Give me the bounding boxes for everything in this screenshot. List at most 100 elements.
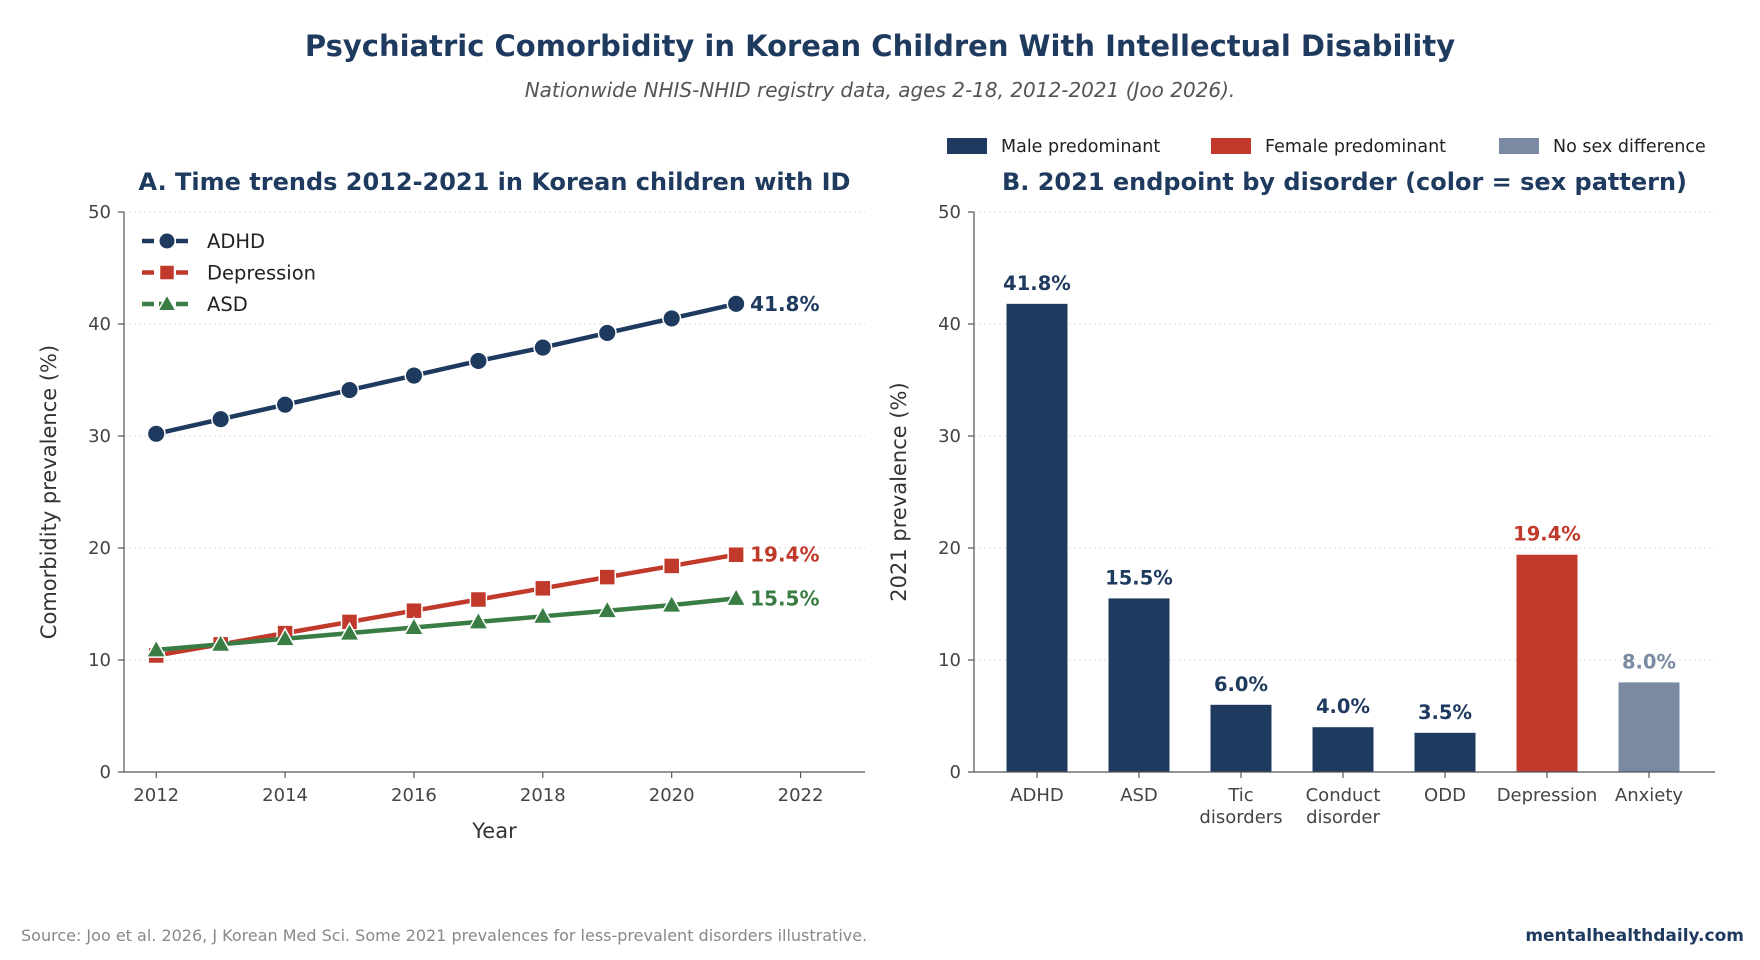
y-tick-label: 50: [938, 202, 961, 223]
panel-a-line-chart: A. Time trends 2012-2021 in Korean child…: [37, 168, 865, 843]
data-point: [597, 323, 617, 343]
legend-swatch: [947, 138, 987, 154]
y-tick-label: 10: [88, 650, 111, 671]
bar-value-label: 6.0%: [1214, 673, 1268, 696]
legend-swatch: [1211, 138, 1251, 154]
data-point: [531, 604, 554, 625]
data-point: [211, 409, 231, 429]
x-axis-label: Year: [471, 819, 517, 843]
series-asd: 15.5%: [145, 586, 820, 658]
bar-value-label: 3.5%: [1418, 701, 1472, 724]
y-tick-label: 30: [88, 426, 111, 447]
series-line: [155, 552, 737, 658]
data-point: [727, 545, 745, 564]
data-point: [725, 586, 748, 607]
y-tick-label: 0: [100, 762, 111, 783]
data-point: [468, 351, 488, 371]
data-point: [467, 610, 490, 630]
panel-b-bar-chart: B. 2021 endpoint by disorder (color = se…: [887, 168, 1715, 828]
legend-label: Female predominant: [1265, 137, 1446, 157]
legend-label: ASD: [207, 293, 248, 316]
data-point: [403, 616, 425, 636]
data-point: [209, 632, 232, 653]
legend-marker: [158, 232, 176, 250]
x-tick-label: 2014: [262, 785, 308, 806]
end-value-label: 41.8%: [750, 292, 819, 316]
data-point: [275, 395, 295, 415]
data-point: [339, 380, 360, 400]
bar: [1618, 682, 1680, 772]
y-tick-label: 10: [938, 650, 961, 671]
data-point: [404, 365, 424, 386]
bar-group: 8.0% Anxiety: [1615, 650, 1684, 806]
line-legend: ADHD Depression ASD: [142, 230, 316, 316]
y-tick-label: 30: [938, 426, 961, 447]
y-tick-label: 0: [950, 762, 961, 783]
data-point: [338, 621, 361, 642]
data-point: [274, 627, 296, 647]
bar-value-label: 4.0%: [1316, 695, 1370, 718]
bar: [1210, 704, 1272, 772]
x-tick-label: 2018: [520, 785, 566, 806]
end-value-label: 19.4%: [750, 543, 819, 567]
bar-group: 41.8% ADHD: [1003, 272, 1071, 806]
series-line: [156, 596, 737, 653]
legend-label: Male predominant: [1001, 137, 1160, 157]
y-axis-label: 2021 prevalence (%): [887, 382, 911, 601]
y-tick-label: 50: [88, 202, 111, 223]
x-tick-label: ASD: [1120, 785, 1158, 806]
sex-pattern-legend: Male predominant Female predominant No sex…: [947, 137, 1706, 157]
y-axis-label: Comorbidity prevalence (%): [37, 345, 61, 639]
data-point: [145, 638, 168, 658]
bar: [1006, 303, 1068, 772]
data-point: [533, 337, 553, 358]
data-point: [469, 590, 488, 609]
x-tick-label: ADHD: [1010, 785, 1064, 806]
bar-group: 19.4% Depression: [1497, 523, 1598, 806]
chart-subtitle: Nationwide NHIS-NHID registry data, ages…: [525, 78, 1236, 102]
data-point: [534, 579, 552, 598]
legend-marker: [156, 293, 178, 312]
bar: [1312, 727, 1374, 772]
bar: [1516, 554, 1578, 772]
chart-title: Psychiatric Comorbidity in Korean Childr…: [305, 29, 1455, 63]
bar: [1414, 732, 1476, 772]
data-point: [662, 557, 681, 575]
data-point: [660, 593, 683, 614]
bar: [1108, 598, 1170, 772]
series-adhd: 41.8%: [146, 292, 820, 444]
x-tick-label: 2016: [391, 785, 437, 806]
data-point: [146, 424, 166, 444]
brand-label: mentalhealthdaily.com: [1525, 926, 1744, 946]
series-line: [155, 301, 737, 436]
legend-label: Depression: [207, 262, 316, 285]
y-tick-label: 20: [88, 538, 111, 559]
bar-value-label: 41.8%: [1003, 272, 1071, 295]
y-tick-label: 40: [938, 314, 961, 335]
legend-marker: [158, 264, 176, 281]
legend-label: No sex difference: [1553, 137, 1706, 157]
x-tick-label: 2020: [649, 785, 695, 806]
end-value-label: 15.5%: [750, 586, 819, 610]
y-tick-label: 40: [88, 314, 111, 335]
x-tick-label: Anxiety: [1615, 785, 1684, 806]
x-tick-label: 2022: [778, 785, 824, 806]
legend-swatch: [1499, 138, 1539, 154]
data-point: [662, 308, 682, 328]
legend-label: ADHD: [207, 230, 265, 253]
x-tick-label: 2012: [133, 785, 179, 806]
x-tick-label: disorder: [1306, 807, 1380, 828]
bar-value-label: 19.4%: [1513, 523, 1581, 546]
panel-a-title: A. Time trends 2012-2021 in Korean child…: [139, 168, 851, 196]
bar-group: 3.5% ODD: [1414, 701, 1476, 806]
source-note: Source: Joo et al. 2026, J Korean Med Sc…: [21, 926, 867, 945]
data-point: [726, 294, 746, 314]
x-tick-label: ODD: [1424, 785, 1466, 806]
x-tick-label: disorders: [1199, 807, 1282, 828]
x-tick-label: Depression: [1497, 785, 1598, 806]
panel-b-title: B. 2021 endpoint by disorder (color = se…: [1002, 168, 1687, 196]
bar-value-label: 8.0%: [1622, 650, 1676, 673]
